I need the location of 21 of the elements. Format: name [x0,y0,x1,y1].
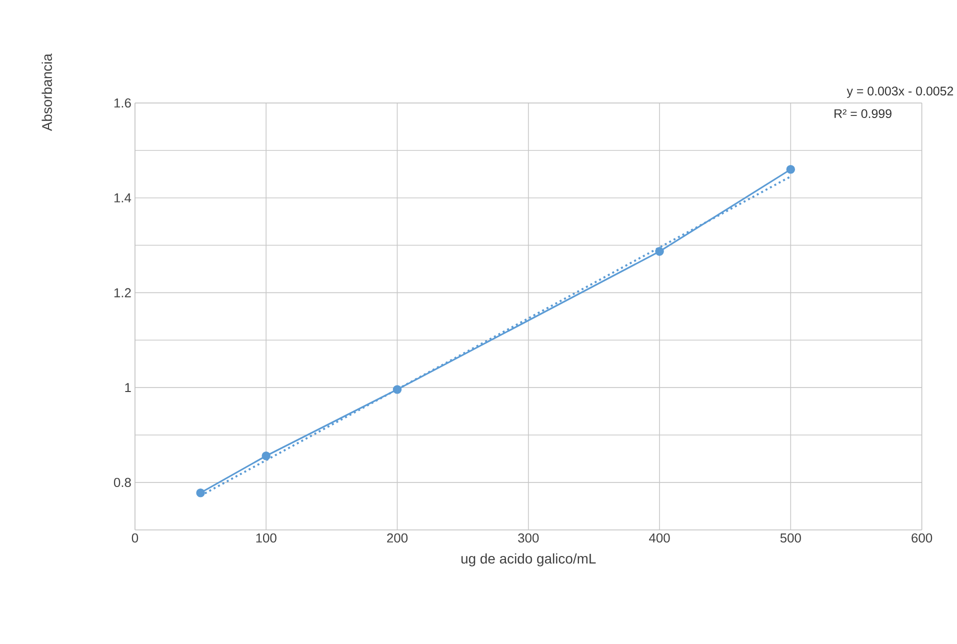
y-tick-label: 1.2 [114,288,131,298]
x-tick-label: 200 [387,533,408,543]
x-tick-label: 300 [518,533,539,543]
annotation: R² = 0.999 [834,109,892,118]
point [196,488,205,498]
point [655,247,664,256]
x-tick-label: 400 [649,533,670,543]
point [392,385,402,394]
x-tick-label: 600 [912,533,932,543]
y-tick-label: 0.8 [114,478,131,488]
y-tick-label: 1.6 [114,98,131,108]
x-tick-label: 100 [256,533,276,543]
y-axis-title: Absorbancia [42,54,52,132]
point [262,452,270,460]
y-tick-label: 1 [125,383,131,392]
point [786,165,796,174]
x-tick-label: 0 [132,533,138,543]
x-tick-label: 500 [780,533,801,543]
y-tick-label: 1.4 [114,193,132,202]
x-axis-title: ug de acido galico/mL [461,553,596,566]
text: y = 0.003x - 0.0052 [846,86,954,98]
